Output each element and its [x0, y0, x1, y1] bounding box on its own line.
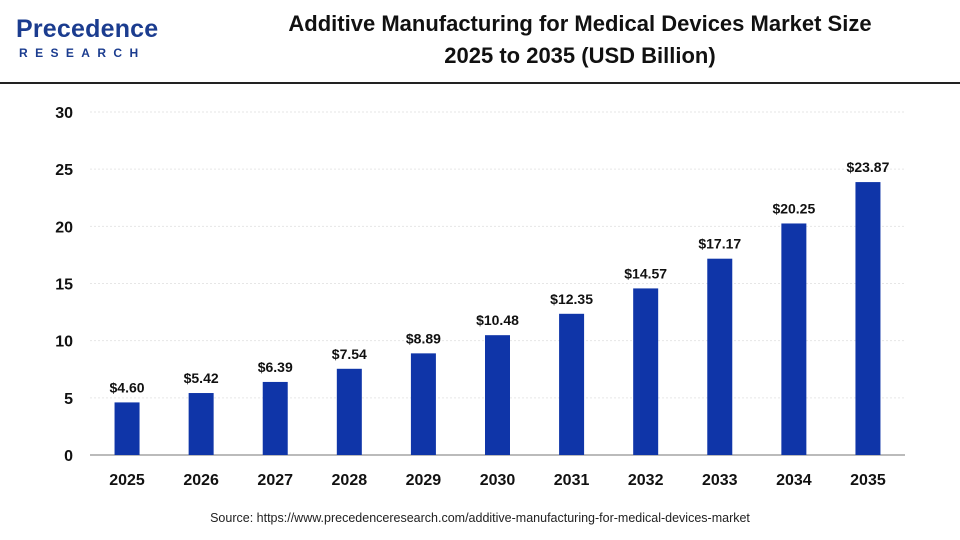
- x-tick-label: 2028: [332, 472, 368, 489]
- x-tick-label: 2034: [776, 472, 812, 489]
- bar: [410, 353, 436, 455]
- bar: [781, 223, 807, 455]
- y-tick-label: 15: [55, 277, 73, 294]
- x-tick-label: 2026: [183, 472, 219, 489]
- bar: [855, 182, 881, 455]
- bar: [559, 313, 585, 455]
- header: Precedence RESEARCH Additive Manufacturi…: [0, 0, 960, 82]
- brand-logo: Precedence RESEARCH: [16, 14, 166, 66]
- data-label: $5.42: [184, 370, 219, 386]
- chart-title-line2: 2025 to 2035 (USD Billion): [444, 43, 716, 68]
- bar-chart: 051015202530$4.602025$5.422026$6.392027$…: [55, 105, 905, 489]
- x-tick-label: 2031: [554, 472, 590, 489]
- bar: [707, 258, 733, 455]
- data-label: $8.89: [406, 330, 441, 346]
- bar: [633, 288, 659, 455]
- y-tick-label: 10: [55, 334, 73, 351]
- data-label: $23.87: [847, 159, 890, 175]
- y-tick-label: 20: [55, 219, 73, 236]
- data-label: $10.48: [476, 312, 519, 328]
- bar: [114, 402, 140, 455]
- x-tick-label: 2029: [406, 472, 442, 489]
- logo-main-text: Precedence: [16, 15, 159, 43]
- x-tick-label: 2030: [480, 472, 516, 489]
- y-tick-label: 30: [55, 105, 73, 122]
- chart-title: Additive Manufacturing for Medical Devic…: [200, 8, 960, 72]
- x-tick-label: 2027: [257, 472, 293, 489]
- data-label: $7.54: [332, 346, 367, 362]
- x-tick-label: 2033: [702, 472, 738, 489]
- bar: [485, 335, 510, 455]
- y-tick-label: 0: [64, 448, 73, 465]
- bar: [188, 393, 214, 455]
- data-label: $20.25: [772, 200, 815, 216]
- header-divider: [0, 82, 960, 84]
- x-tick-label: 2032: [628, 472, 664, 489]
- plot-area: 0 5 10 15 20 25 30 $4.60 2025 $5.42 2026 $6.39 2027 $…: [0, 84, 960, 504]
- chart-title-line1: Additive Manufacturing for Medical Devic…: [288, 11, 872, 36]
- x-tick-label: 2025: [109, 472, 145, 489]
- data-label: $6.39: [258, 359, 293, 375]
- data-label: $12.35: [550, 291, 593, 307]
- data-label: $4.60: [110, 379, 145, 395]
- data-label: $17.17: [698, 236, 741, 252]
- bar: [262, 381, 288, 455]
- logo-sub-text: RESEARCH: [19, 46, 146, 60]
- y-tick-label: 5: [64, 391, 73, 408]
- data-label: $14.57: [624, 265, 667, 281]
- y-tick-label: 25: [55, 162, 73, 179]
- source-note: Source: https://www.precedenceresearch.c…: [210, 511, 750, 525]
- bar: [336, 368, 362, 455]
- x-tick-label: 2035: [850, 472, 886, 489]
